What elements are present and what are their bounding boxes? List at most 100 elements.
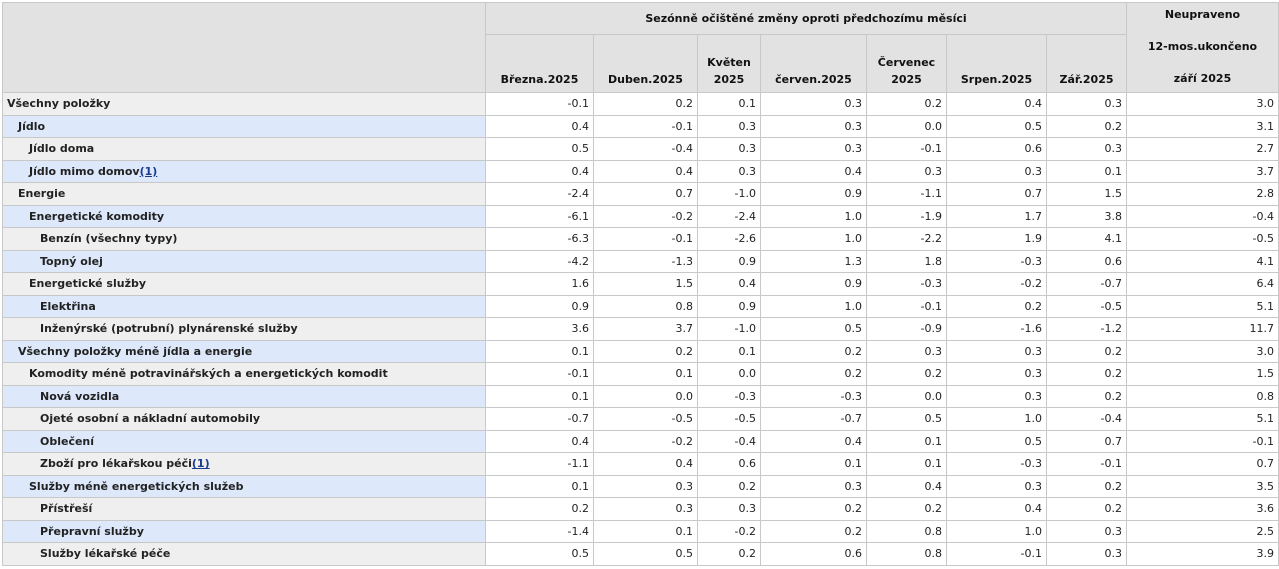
monthly-change-cell: 0.2 (1046, 362, 1127, 386)
row-label: Inženýrské (potrubní) plynárenské služby (2, 317, 486, 341)
monthly-change-cell: 0.2 (760, 362, 867, 386)
monthly-change-cell: 0.1 (1046, 159, 1127, 183)
table-row: Služby méně energetických služeb 0.1 0.3 0.… (2, 474, 1279, 498)
unadjusted-12mo-cell: 3.7 (1126, 159, 1279, 183)
table-row: Jídlo doma 0.5 -0.4 0.3 0.3 -0.1 0.6 0.3 2.7 (2, 137, 1279, 161)
unadjusted-12mo-cell: 1.5 (1126, 362, 1279, 386)
monthly-change-cell: 0.9 (697, 294, 761, 318)
monthly-change-cell: 0.3 (697, 497, 761, 521)
monthly-change-cell: 0.4 (946, 92, 1047, 116)
monthly-change-cell: 0.0 (866, 114, 947, 138)
monthly-change-cell: 0.4 (697, 272, 761, 296)
month-header-4: červen.2025 (760, 34, 867, 93)
month-header-line2: červen.2025 (775, 73, 852, 86)
table-row: Energetické služby 1.6 1.5 0.4 0.9 -0.3 -0.2 -0… (2, 272, 1279, 296)
monthly-change-cell: 0.2 (697, 542, 761, 566)
monthly-change-cell: 0.6 (946, 137, 1047, 161)
row-label: Zboží pro lékařskou péči(1) (2, 452, 486, 476)
footnote-link[interactable]: (1) (191, 457, 210, 471)
monthly-change-cell: 0.2 (760, 497, 867, 521)
monthly-change-cell: -2.4 (485, 182, 594, 206)
row-label: Jídlo (2, 114, 486, 138)
row-label-text: Zboží pro lékařskou péči (40, 457, 192, 471)
monthly-change-cell: 0.1 (593, 519, 698, 543)
monthly-change-cell: -0.1 (946, 542, 1047, 566)
monthly-change-cell: 0.5 (485, 137, 594, 161)
row-label-text: Energetické komodity (29, 209, 165, 223)
monthly-change-cell: 0.9 (760, 182, 867, 206)
row-label: Služby méně energetických služeb (2, 474, 486, 498)
row-label-text: Všechny položky méně jídla a energie (18, 344, 253, 358)
row-label-text: Služby méně energetických služeb (29, 479, 244, 493)
monthly-change-cell: 0.3 (760, 137, 867, 161)
monthly-change-cell: 0.3 (946, 384, 1047, 408)
unadjusted-12mo-cell: 4.1 (1126, 249, 1279, 273)
monthly-change-cell: 0.5 (946, 429, 1047, 453)
monthly-change-cell: -0.7 (485, 407, 594, 431)
row-label: Jídlo mimo domov(1) (2, 159, 486, 183)
month-header-line1: Květen (707, 56, 751, 69)
monthly-change-cell: 0.1 (866, 429, 947, 453)
monthly-change-cell: 1.6 (485, 272, 594, 296)
month-header-7: Zář.2025 (1046, 34, 1127, 93)
monthly-change-cell: 0.4 (485, 429, 594, 453)
monthly-change-cell: 0.7 (593, 182, 698, 206)
table-row: Energetické komodity -6.1 -0.2 -2.4 1.0 -1.9 1… (2, 204, 1279, 228)
unadjusted-12mo-cell: 2.8 (1126, 182, 1279, 206)
row-label: Topný olej (2, 249, 486, 273)
table-row: Benzín (všechny typy) -6.3 -0.1 -2.6 1.0 -2.2… (2, 227, 1279, 251)
unadjusted-12mo-cell: 6.4 (1126, 272, 1279, 296)
monthly-change-cell: -0.1 (866, 294, 947, 318)
table-row: Komodity méně potravinářských a energeti… (2, 362, 1279, 386)
monthly-change-cell: 1.7 (946, 204, 1047, 228)
monthly-change-cell: 0.8 (866, 542, 947, 566)
table-body: Všechny položky -0.1 0.2 0.1 0.3 0.2 0.4 0.3 3.0… (2, 92, 1279, 566)
monthly-change-cell: -1.9 (866, 204, 947, 228)
row-label: Nová vozidla (2, 384, 486, 408)
row-label-text: Nová vozidla (40, 389, 120, 403)
row-label: Jídlo doma (2, 137, 486, 161)
table-row: Přepravní služby -1.4 0.1 -0.2 0.2 0.8 1.0 0.3 2… (2, 519, 1279, 543)
monthly-change-cell: 0.3 (1046, 92, 1127, 116)
table-row: Inženýrské (potrubní) plynárenské služby… (2, 317, 1279, 341)
monthly-change-cell: 1.9 (946, 227, 1047, 251)
row-label-text: Elektřina (40, 299, 96, 313)
monthly-change-cell: 0.2 (1046, 339, 1127, 363)
unadjusted-12mo-cell: 2.7 (1126, 137, 1279, 161)
unadjusted-12mo-cell: 3.1 (1126, 114, 1279, 138)
header-corner (2, 2, 486, 93)
monthly-change-cell: 0.2 (697, 474, 761, 498)
monthly-change-cell: 0.2 (1046, 497, 1127, 521)
monthly-change-cell: 0.3 (697, 159, 761, 183)
monthly-change-cell: 4.1 (1046, 227, 1127, 251)
monthly-change-cell: 0.5 (866, 407, 947, 431)
month-header-line1: Červenec (877, 56, 936, 69)
monthly-change-cell: 0.2 (760, 339, 867, 363)
monthly-change-cell: 1.0 (760, 227, 867, 251)
monthly-change-cell: 0.6 (697, 452, 761, 476)
monthly-change-cell: 0.3 (866, 339, 947, 363)
row-label: Všechny položky (2, 92, 486, 116)
unadjusted-12mo-cell: 11.7 (1126, 317, 1279, 341)
monthly-change-cell: -0.2 (593, 204, 698, 228)
monthly-change-cell: 0.5 (946, 114, 1047, 138)
monthly-change-cell: -2.2 (866, 227, 947, 251)
monthly-change-cell: -1.0 (697, 317, 761, 341)
footnote-link[interactable]: (1) (139, 164, 158, 178)
row-label-text: Inženýrské (potrubní) plynárenské služby (40, 322, 298, 336)
monthly-change-cell: 0.9 (697, 249, 761, 273)
monthly-change-cell: -0.3 (760, 384, 867, 408)
monthly-change-cell: 0.3 (760, 92, 867, 116)
monthly-change-cell: 0.2 (1046, 474, 1127, 498)
monthly-change-cell: 0.1 (485, 384, 594, 408)
row-label-text: Přístřeší (40, 502, 93, 516)
unadjusted-12mo-cell: 3.0 (1126, 339, 1279, 363)
monthly-change-cell: 0.4 (485, 159, 594, 183)
monthly-change-cell: 0.2 (1046, 384, 1127, 408)
table-row: Topný olej -4.2 -1.3 0.9 1.3 1.8 -0.3 0.6 4.1 (2, 249, 1279, 273)
monthly-change-cell: 0.5 (485, 542, 594, 566)
monthly-change-cell: 0.2 (593, 339, 698, 363)
table-row: Nová vozidla 0.1 0.0 -0.3 -0.3 0.0 0.3 0.2 0.8 (2, 384, 1279, 408)
table-row: Přístřeší 0.2 0.3 0.3 0.2 0.2 0.4 0.2 3.6 (2, 497, 1279, 521)
